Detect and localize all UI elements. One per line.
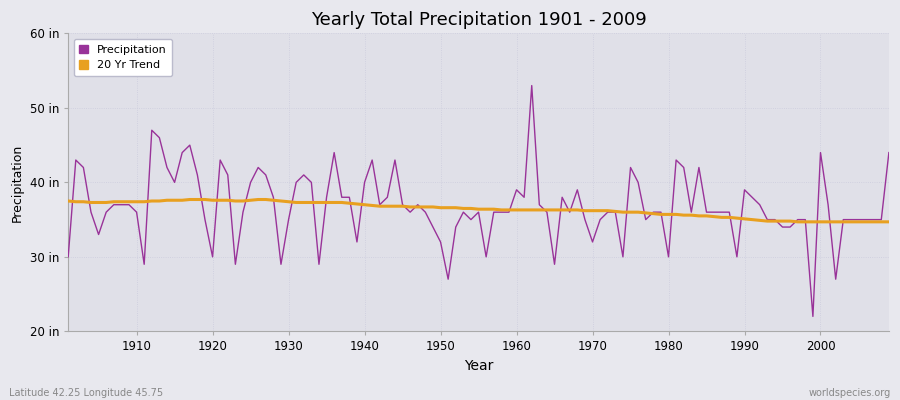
Text: worldspecies.org: worldspecies.org — [809, 388, 891, 398]
Precipitation — [291, 180, 302, 185]
20 Yr Trend — [344, 201, 355, 206]
20 Yr Trend — [123, 199, 134, 204]
Line: 20 Yr Trend: 20 Yr Trend — [68, 200, 889, 222]
Title: Yearly Total Precipitation 1901 - 2009: Yearly Total Precipitation 1901 - 2009 — [310, 11, 646, 29]
Precipitation — [807, 314, 818, 319]
Precipitation — [511, 188, 522, 192]
20 Yr Trend — [792, 220, 803, 224]
Text: Latitude 42.25 Longitude 45.75: Latitude 42.25 Longitude 45.75 — [9, 388, 163, 398]
Precipitation — [123, 202, 134, 207]
20 Yr Trend — [299, 200, 310, 205]
Y-axis label: Precipitation: Precipitation — [11, 143, 24, 222]
Precipitation — [884, 150, 895, 155]
Precipitation — [610, 210, 621, 214]
20 Yr Trend — [884, 220, 895, 224]
20 Yr Trend — [610, 209, 621, 214]
Precipitation — [63, 254, 74, 259]
Line: Precipitation: Precipitation — [68, 86, 889, 316]
X-axis label: Year: Year — [464, 359, 493, 373]
Precipitation — [503, 210, 514, 214]
Precipitation — [526, 83, 537, 88]
20 Yr Trend — [518, 208, 529, 212]
Legend: Precipitation, 20 Yr Trend: Precipitation, 20 Yr Trend — [74, 39, 173, 76]
20 Yr Trend — [184, 197, 195, 202]
20 Yr Trend — [63, 198, 74, 203]
20 Yr Trend — [511, 208, 522, 212]
Precipitation — [337, 195, 347, 200]
